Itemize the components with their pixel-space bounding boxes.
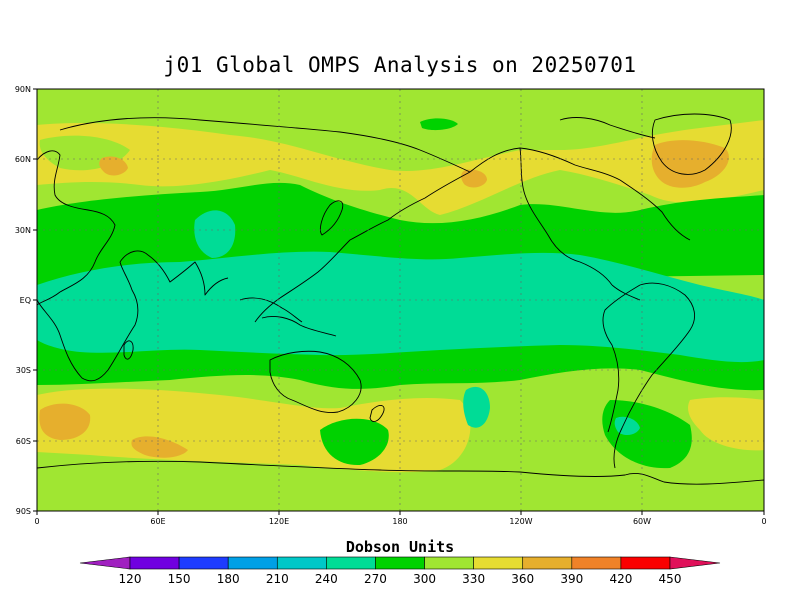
colorbar-level-label: 240 bbox=[315, 572, 338, 586]
x-tick-label: 60E bbox=[150, 517, 165, 526]
colorbar-segment bbox=[571, 556, 622, 570]
colorbar: 120 150 180 210 240 270 300 330 360 390 420 450 bbox=[79, 556, 721, 586]
contour-360-ural bbox=[99, 156, 128, 176]
colorbar-segment bbox=[473, 556, 524, 570]
colorbar-segment bbox=[375, 556, 425, 570]
colorbar-segment bbox=[326, 556, 376, 570]
contour-330-south-atlantic bbox=[688, 397, 764, 451]
colorbar-segment bbox=[620, 556, 671, 570]
colorbar-segment bbox=[424, 556, 474, 570]
coastlines bbox=[37, 113, 764, 485]
colorbar-segment bbox=[669, 556, 721, 570]
graticule bbox=[37, 89, 764, 511]
colorbar-segment bbox=[227, 556, 278, 570]
contour-270-south-pacific-lobe bbox=[320, 418, 389, 466]
contour-240-tibet bbox=[194, 210, 236, 258]
y-tick-label: EQ bbox=[20, 296, 31, 305]
colorbar-level-label: 420 bbox=[609, 572, 632, 586]
map-title: j01 Global OMPS Analysis on 20250701 bbox=[163, 53, 637, 77]
colorbar-segment bbox=[79, 556, 131, 570]
x-tick-label: 120W bbox=[509, 517, 532, 526]
colorbar-level-label: 360 bbox=[511, 572, 534, 586]
colorbar-level-label: 300 bbox=[413, 572, 436, 586]
x-tick-label: 120E bbox=[269, 517, 289, 526]
y-tick-label: 30S bbox=[16, 366, 31, 375]
colorbar-level-label: 270 bbox=[364, 572, 387, 586]
contour-360-south-atlantic bbox=[39, 403, 91, 440]
colorbar-segment bbox=[129, 556, 180, 570]
y-tick-label: 30N bbox=[15, 226, 31, 235]
colorbar-level-label: 450 bbox=[659, 572, 682, 586]
colorbar-level-label: 330 bbox=[462, 572, 485, 586]
contour-270-south bbox=[37, 340, 764, 391]
y-axis: 90N 60N 30N EQ 30S 60S 90S bbox=[15, 85, 37, 516]
colorbar-level-label: 150 bbox=[168, 572, 191, 586]
y-tick-label: 90S bbox=[16, 507, 31, 516]
colorbar-level-label: 180 bbox=[217, 572, 240, 586]
y-tick-label: 90N bbox=[15, 85, 31, 94]
y-tick-label: 60S bbox=[16, 437, 31, 446]
colorbar-title: Dobson Units bbox=[346, 538, 454, 556]
colorbar-level-label: 210 bbox=[266, 572, 289, 586]
contour-360-greenland bbox=[651, 140, 729, 188]
colorbar-segment bbox=[522, 556, 573, 570]
ozone-field bbox=[37, 89, 764, 511]
x-tick-label: 60W bbox=[633, 517, 651, 526]
contour-330-north-pacific bbox=[37, 120, 764, 215]
contour-270-arctic bbox=[420, 118, 458, 131]
contour-240-tropics bbox=[37, 251, 764, 363]
colorbar-segment bbox=[276, 556, 327, 570]
contour-360-kamchatka bbox=[461, 169, 487, 188]
x-tick-label: 0 bbox=[34, 517, 39, 526]
contour-240-south-pacific bbox=[463, 386, 490, 428]
colorbar-segment bbox=[178, 556, 229, 570]
y-tick-label: 60N bbox=[15, 155, 31, 164]
colorbar-level-label: 120 bbox=[119, 572, 142, 586]
x-tick-label: 180 bbox=[392, 517, 407, 526]
x-tick-label: 0 bbox=[761, 517, 766, 526]
contour-360-indian-ocean bbox=[131, 436, 188, 458]
x-axis: 0 60E 120E 180 120W 60W 0 bbox=[34, 511, 767, 526]
colorbar-level-label: 390 bbox=[560, 572, 583, 586]
